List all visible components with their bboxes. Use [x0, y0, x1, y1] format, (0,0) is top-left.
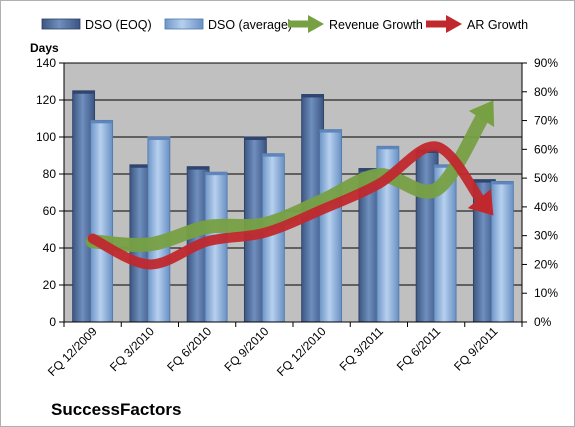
- legend-arrow-revenue-growth: [288, 15, 324, 33]
- revenue-growth-arrowhead: [468, 100, 495, 128]
- bar-cap-dso-eoq: [244, 137, 267, 140]
- y2-tick-label: 90%: [534, 56, 558, 70]
- y2-tick-label: 50%: [534, 171, 558, 185]
- legend-swatch-dso-eoq: [41, 18, 81, 30]
- bar-dso-average: [319, 129, 343, 323]
- bar-cap-dso-average: [319, 129, 342, 133]
- y-tick-label: 60: [43, 204, 57, 218]
- growth-lines-layer: [85, 100, 495, 270]
- bar-cap-dso-average: [147, 137, 170, 140]
- bar-cap-dso-eoq: [473, 179, 496, 183]
- y-tick-label: 140: [36, 56, 56, 70]
- y2-tick-label: 20%: [534, 257, 558, 271]
- legend-label-dso-eoq: DSO (EOQ): [85, 18, 152, 32]
- bar-cap-dso-average: [262, 153, 285, 157]
- ar-growth-arrowhead: [467, 189, 494, 216]
- y-tick-label: 0: [49, 315, 56, 329]
- legend-label-ar-growth: AR Growth: [467, 18, 528, 32]
- y-tick-label: 100: [36, 130, 56, 144]
- legend-label-dso-average: DSO (average): [208, 18, 292, 32]
- bar-cap-dso-eoq: [187, 166, 210, 170]
- y-axis-title: Days: [30, 41, 59, 55]
- bar-cap-dso-average: [90, 120, 113, 124]
- legend: DSO (EOQ) DSO (average) Revenue Growth A…: [41, 15, 528, 33]
- y-tick-label: 120: [36, 93, 56, 107]
- bar-cap-dso-average: [376, 146, 399, 150]
- y2-tick-label: 40%: [534, 200, 558, 214]
- legend-arrow-ar-growth: [426, 15, 462, 33]
- y-tick-label: 40: [43, 241, 57, 255]
- bar-dso-average: [90, 119, 114, 323]
- y2-tick-label: 80%: [534, 85, 558, 99]
- bar-cap-dso-eoq: [301, 94, 324, 98]
- bar-dso-average: [490, 180, 514, 323]
- y2-tick-label: 70%: [534, 114, 558, 128]
- y2-tick-label: 60%: [534, 142, 558, 156]
- revenue-growth-line: [85, 110, 490, 252]
- y2-tick-label: 0%: [534, 315, 552, 329]
- bar-cap-dso-average: [491, 181, 514, 185]
- bar-cap-dso-eoq: [129, 164, 152, 168]
- y2-tick-label: 30%: [534, 229, 558, 243]
- y2-tick-label: 10%: [534, 286, 558, 300]
- y-tick-label: 20: [43, 278, 57, 292]
- bar-dso-average: [261, 153, 285, 323]
- bar-cap-dso-eoq: [72, 90, 95, 94]
- y-tick-label: 80: [43, 167, 57, 181]
- bar-cap-dso-average: [434, 164, 457, 168]
- legend-label-revenue-growth: Revenue Growth: [329, 18, 423, 32]
- bar-dso-average: [204, 171, 228, 323]
- ar-growth-line: [87, 141, 486, 270]
- bar-cap-dso-average: [205, 172, 228, 176]
- legend-swatch-dso-average: [164, 18, 204, 30]
- footer-company-name: SuccessFactors: [51, 400, 181, 419]
- bar-dso-average: [147, 136, 171, 323]
